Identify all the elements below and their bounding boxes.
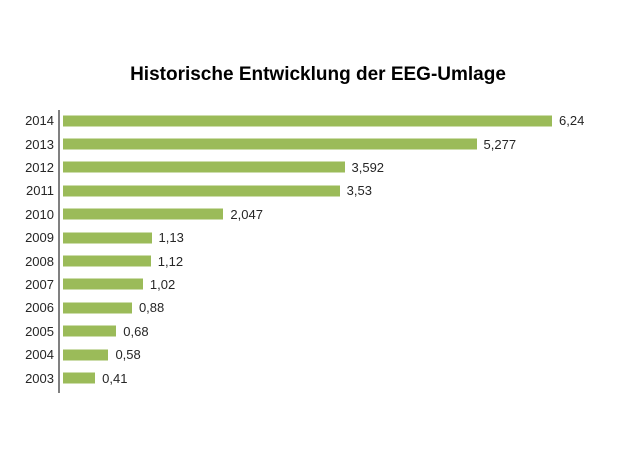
year-label: 2012 [25,159,54,175]
category-axis-line [58,110,60,393]
year-label: 2007 [25,276,54,292]
value-label: 0,68 [123,323,149,339]
year-label: 2011 [26,183,54,199]
bar-segment [63,349,109,361]
year-label: 2006 [25,300,54,316]
bar-row-2013: 2013 5,277 [0,132,636,155]
bar-row-2011: 2011 3,53 [0,179,636,202]
value-label: 3,53 [346,183,372,199]
value-label: 5,277 [483,136,517,152]
bar-rows: 2014 6,24 2013 5,277 2012 3,592 2011 3,53 2010 2,… [0,109,636,391]
bar-row-2006: 2006 0,88 [0,296,636,319]
bar-segment [63,278,143,290]
value-label: 2,047 [230,206,263,222]
bar-segment [63,208,224,220]
value-label: 3,592 [351,159,385,175]
bar-row-2009: 2009 1,13 [0,226,636,249]
bar-segment [63,232,152,244]
chart-title: Historische Entwicklung der EEG-Umlage [130,64,506,85]
value-label: 0,41 [102,370,128,386]
bar-row-2008: 2008 1,12 [0,249,636,272]
year-label: 2010 [25,206,54,222]
year-label: 2003 [25,370,54,386]
value-label: 1,02 [149,276,176,292]
bar-row-2010: 2010 2,047 [0,203,636,226]
year-label: 2014 [25,113,54,129]
bar-row-2003: 2003 0,41 [0,366,636,389]
value-label: 6,24 [559,113,585,129]
bar-segment [63,185,340,197]
value-label: 0,88 [138,300,165,316]
bar-row-2005: 2005 0,68 [0,320,636,343]
bar-segment [63,161,345,173]
year-label: 2005 [25,323,54,339]
bar-segment [63,302,132,314]
year-label: 2004 [25,347,54,363]
bar-segment [63,115,553,127]
bar-segment [63,325,117,337]
year-label: 2009 [25,230,54,246]
bar-row-2012: 2012 3,592 [0,156,636,179]
value-label: 1,13 [158,230,184,246]
bar-segment [63,255,151,267]
year-label: 2008 [25,253,54,269]
bar-segment [63,372,96,384]
value-label: 1,12 [157,253,184,269]
bar-row-2014: 2014 6,24 [0,109,636,132]
bar-row-2007: 2007 1,02 [0,273,636,296]
bar-segment [63,138,477,150]
value-label: 0,58 [115,347,141,363]
bar-row-2004: 2004 0,58 [0,343,636,366]
year-label: 2013 [25,136,54,152]
